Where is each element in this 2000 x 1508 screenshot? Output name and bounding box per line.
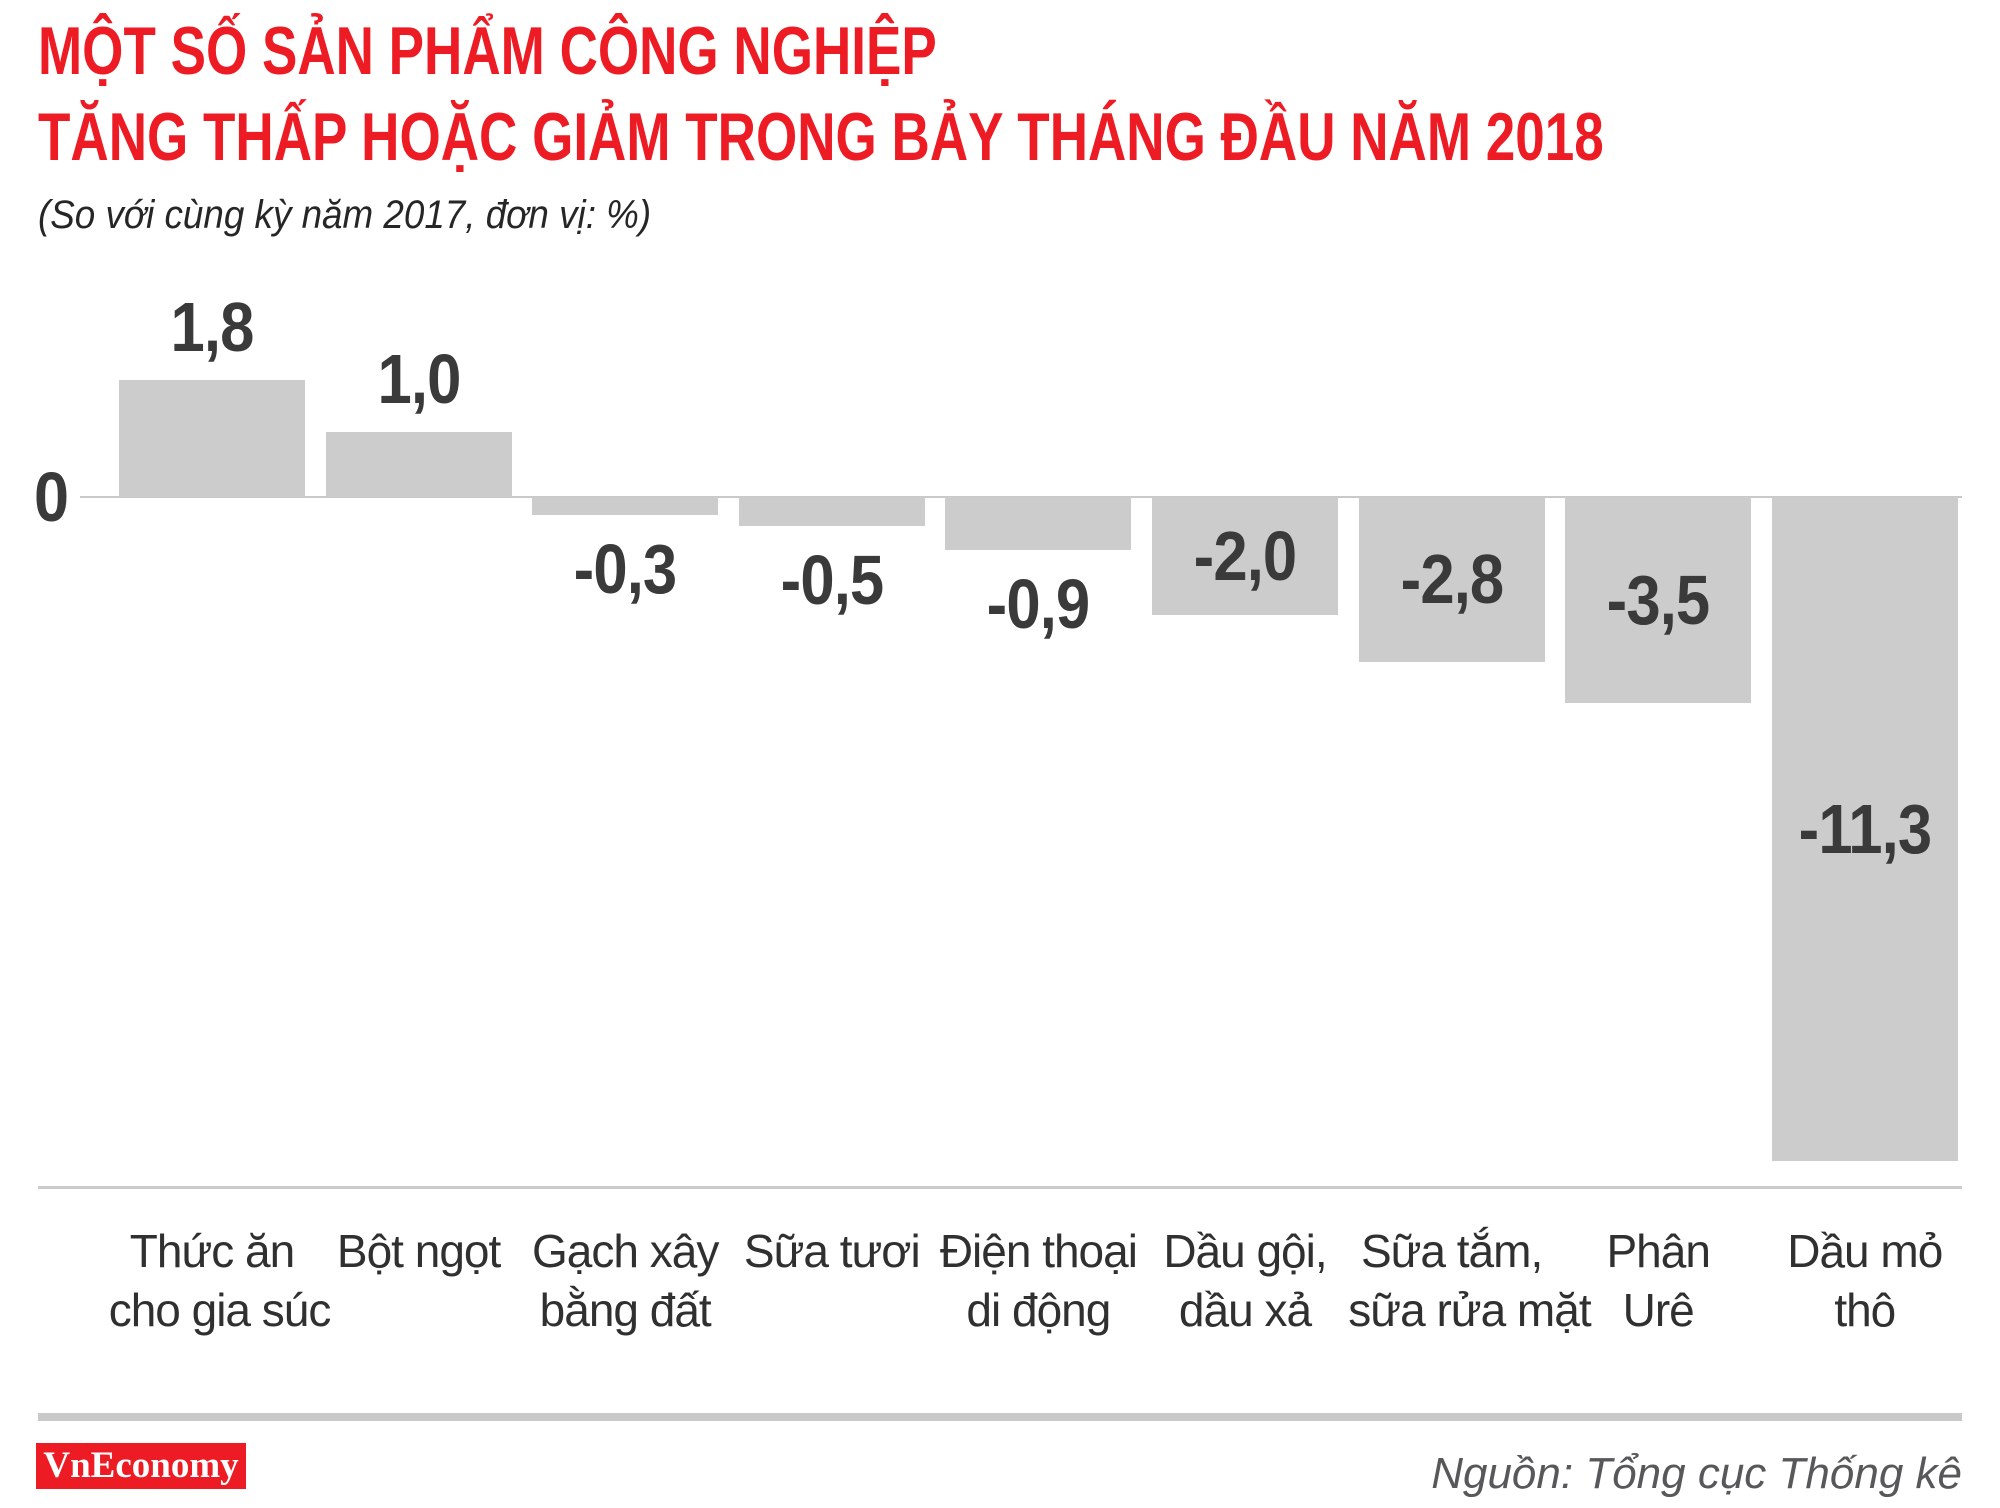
source-credit: Nguồn: Tổng cục Thống kê — [1431, 1449, 1962, 1498]
value-label: 1,0 — [377, 340, 461, 418]
x-axis-label: Dầu mỏ thô — [1762, 1222, 1969, 1340]
bar — [532, 497, 719, 515]
bar — [738, 497, 925, 527]
x-axis-line — [38, 1186, 1962, 1189]
x-axis-label: Phân Urê — [1555, 1222, 1762, 1340]
value-label: -0,3 — [573, 529, 678, 608]
x-axis-label-line: di động — [966, 1284, 1111, 1336]
vneconomy-logo: VnEconomy — [36, 1443, 246, 1489]
x-axis-label-line: sữa rửa mặt — [1348, 1284, 1591, 1336]
x-axis-label-line: Thức ăn — [129, 1225, 295, 1277]
chart-title: MỘT SỐ SẢN PHẨM CÔNG NGHIỆP TĂNG THẤP HO… — [38, 8, 1604, 180]
x-axis-label-line: Sữa tươi — [743, 1225, 921, 1277]
bar — [1565, 497, 1752, 703]
x-axis-label-line: cho gia súc — [108, 1284, 332, 1336]
value-label: -11,3 — [1798, 790, 1932, 869]
x-axis-label: Sữa tươi — [729, 1222, 936, 1281]
y-axis-zero-label: 0 — [34, 458, 70, 536]
bar — [1152, 497, 1338, 615]
chart-title-line2: TĂNG THẤP HOẶC GIẢM TRONG BẢY THÁNG ĐẦU … — [38, 99, 1604, 175]
value-label: -2,0 — [1193, 516, 1298, 595]
bar — [1771, 497, 1958, 1162]
x-axis-label-line: Điện thoại — [939, 1225, 1138, 1277]
x-axis-label: Dầu gội, dầu xả — [1142, 1222, 1349, 1340]
value-label: -0,9 — [987, 564, 1091, 643]
x-axis-label: Bột ngọt — [315, 1222, 522, 1281]
bar — [325, 432, 512, 497]
x-axis-label-line: thô — [1834, 1284, 1896, 1336]
x-axis-label-line: Bột ngọt — [336, 1225, 501, 1277]
value-label: -3,5 — [1606, 560, 1711, 639]
x-axis-label-line: Dầu gội, — [1163, 1225, 1327, 1277]
chart-title-line1: MỘT SỐ SẢN PHẨM CÔNG NGHIỆP — [38, 13, 937, 89]
value-label: 1,8 — [170, 288, 255, 366]
value-label: -2,8 — [1400, 540, 1504, 619]
x-axis-label-line: Urê — [1622, 1284, 1695, 1336]
x-axis-label-line: Sữa tắm, — [1360, 1225, 1543, 1277]
bar — [119, 380, 305, 497]
bar — [945, 497, 1132, 550]
x-axis-label: Điện thoại di động — [935, 1222, 1142, 1340]
x-axis-label-line: Phân — [1606, 1225, 1710, 1277]
footer-divider — [38, 1413, 1962, 1421]
x-axis-label-line: bằng đất — [539, 1284, 712, 1336]
x-axis-label: Sữa tắm, sữa rửa mặt — [1348, 1222, 1591, 1340]
x-axis-label: Thức ăn cho gia súc — [108, 1222, 332, 1340]
chart-subtitle: (So với cùng kỳ năm 2017, đơn vị: %) — [38, 193, 652, 237]
x-axis-label: Gạch xây bằng đất — [522, 1222, 729, 1340]
value-label: -0,5 — [780, 541, 884, 620]
x-axis-label-line: Gạch xây — [532, 1225, 719, 1277]
bar — [1358, 497, 1545, 662]
x-axis-label-line: Dầu mỏ — [1787, 1225, 1943, 1277]
x-axis-label-line: dầu xả — [1178, 1284, 1312, 1336]
